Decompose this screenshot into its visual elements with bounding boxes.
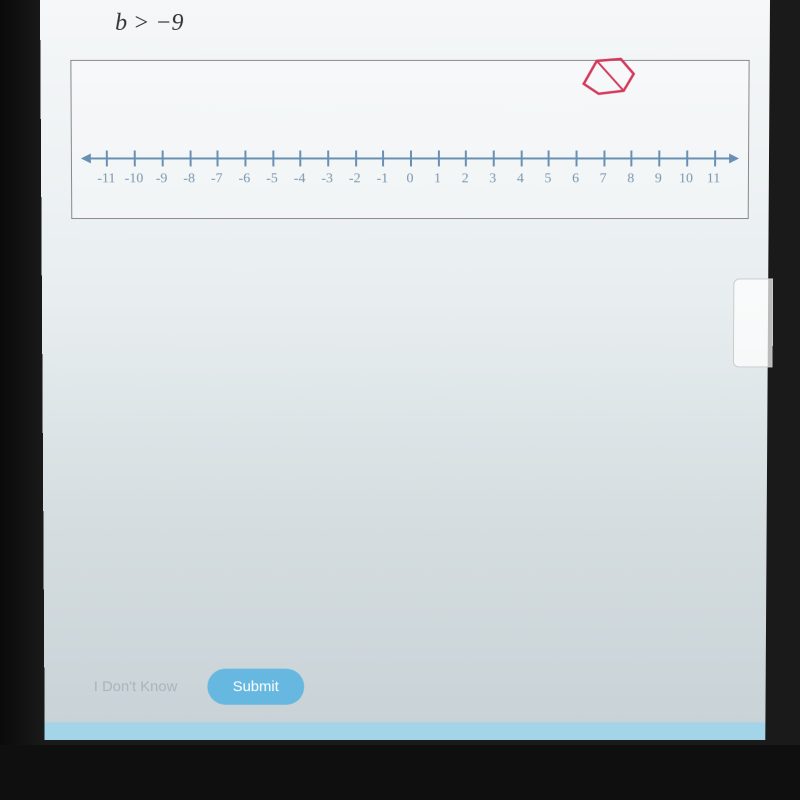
tick (631, 151, 633, 167)
arrow-left-icon (81, 153, 91, 163)
idk-link[interactable]: I Don't Know (94, 678, 178, 695)
tick (217, 151, 219, 167)
screen-area: b > −9 -11-10-9-8-7-6-5-4-3-2-1012345678… (40, 0, 770, 740)
tick (520, 151, 522, 167)
tick (327, 151, 329, 167)
tick-label: -3 (321, 171, 333, 187)
submit-button[interactable]: Submit (207, 668, 305, 704)
side-panel[interactable] (733, 278, 773, 367)
numberline-container[interactable]: -11-10-9-8-7-6-5-4-3-2-101234567891011 (70, 60, 749, 219)
tick-label: -2 (349, 171, 361, 187)
tick-label: 2 (462, 171, 469, 187)
inequality-text: b > −9 (115, 10, 183, 37)
tick (106, 151, 108, 167)
tick (465, 151, 467, 167)
tick-label: -11 (97, 171, 115, 187)
tick-label: 9 (655, 171, 662, 187)
tick-label: 10 (679, 171, 693, 187)
tick (686, 151, 688, 167)
tick-label: -1 (377, 171, 389, 187)
tick-label: -9 (156, 171, 168, 187)
bottom-toolbar: I Don't Know Submit (44, 652, 766, 720)
tick-label: 7 (600, 171, 607, 187)
tick (134, 151, 136, 167)
tick (603, 151, 605, 167)
polygon-shape-icon (579, 56, 639, 96)
tick-label: 4 (517, 171, 524, 187)
tick (658, 151, 660, 167)
bezel-left (0, 0, 45, 800)
arrow-right-icon (729, 153, 739, 163)
tick-label: 6 (572, 171, 579, 187)
tick-label: 3 (489, 171, 496, 187)
bottom-accent-strip (45, 722, 766, 740)
tick (576, 151, 578, 167)
tick-label: -7 (211, 171, 223, 187)
tick (244, 151, 246, 167)
tick (382, 151, 384, 167)
tick (493, 151, 495, 167)
number-line[interactable]: -11-10-9-8-7-6-5-4-3-2-101234567891011 (87, 146, 733, 206)
tick-label: -5 (266, 171, 278, 187)
tick-label: 1 (434, 171, 441, 187)
tick (161, 151, 163, 167)
tick (272, 151, 274, 167)
tick-label: 8 (627, 171, 634, 187)
tick (300, 151, 302, 167)
tick-label: -8 (183, 171, 195, 187)
tick (189, 151, 191, 167)
tick-label: -6 (239, 171, 251, 187)
tick (438, 151, 440, 167)
tick-label: -4 (294, 171, 306, 187)
tick (410, 151, 412, 167)
tick-label: 5 (544, 171, 551, 187)
bezel-bottom (0, 745, 800, 800)
tick (548, 151, 550, 167)
tick (714, 151, 716, 167)
tick-label: 11 (707, 171, 721, 187)
tick (355, 151, 357, 167)
tick-label: -10 (125, 171, 144, 187)
tick-label: 0 (406, 171, 413, 187)
